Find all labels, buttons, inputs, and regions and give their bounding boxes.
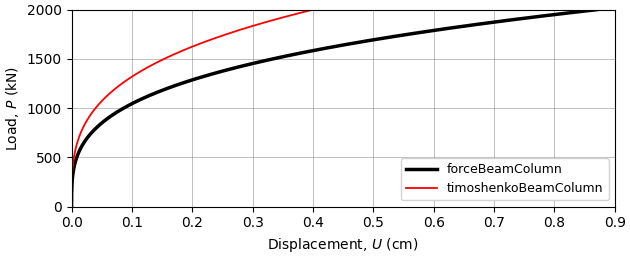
forceBeamColumn: [567, 11, 575, 14]
forceBeamColumn: [477, 22, 484, 26]
Line: timoshenkoBeamColumn: timoshenkoBeamColumn: [72, 10, 313, 207]
forceBeamColumn: [593, 8, 600, 11]
timoshenkoBeamColumn: [113, 86, 120, 89]
Line: forceBeamColumn: forceBeamColumn: [72, 10, 597, 207]
timoshenkoBeamColumn: [68, 205, 76, 208]
timoshenkoBeamColumn: [83, 119, 90, 123]
timoshenkoBeamColumn: [293, 12, 301, 15]
timoshenkoBeamColumn: [260, 21, 268, 24]
forceBeamColumn: [496, 20, 504, 23]
forceBeamColumn: [174, 83, 181, 86]
X-axis label: Displacement, $U$ (cm): Displacement, $U$ (cm): [268, 236, 419, 254]
Legend: forceBeamColumn, timoshenkoBeamColumn: forceBeamColumn, timoshenkoBeamColumn: [401, 158, 609, 200]
timoshenkoBeamColumn: [309, 8, 317, 11]
forceBeamColumn: [532, 15, 539, 18]
timoshenkoBeamColumn: [147, 64, 155, 67]
forceBeamColumn: [68, 205, 76, 208]
forceBeamColumn: [100, 120, 107, 123]
Y-axis label: Load, $P$ (kN): Load, $P$ (kN): [4, 66, 21, 151]
timoshenkoBeamColumn: [302, 10, 309, 13]
